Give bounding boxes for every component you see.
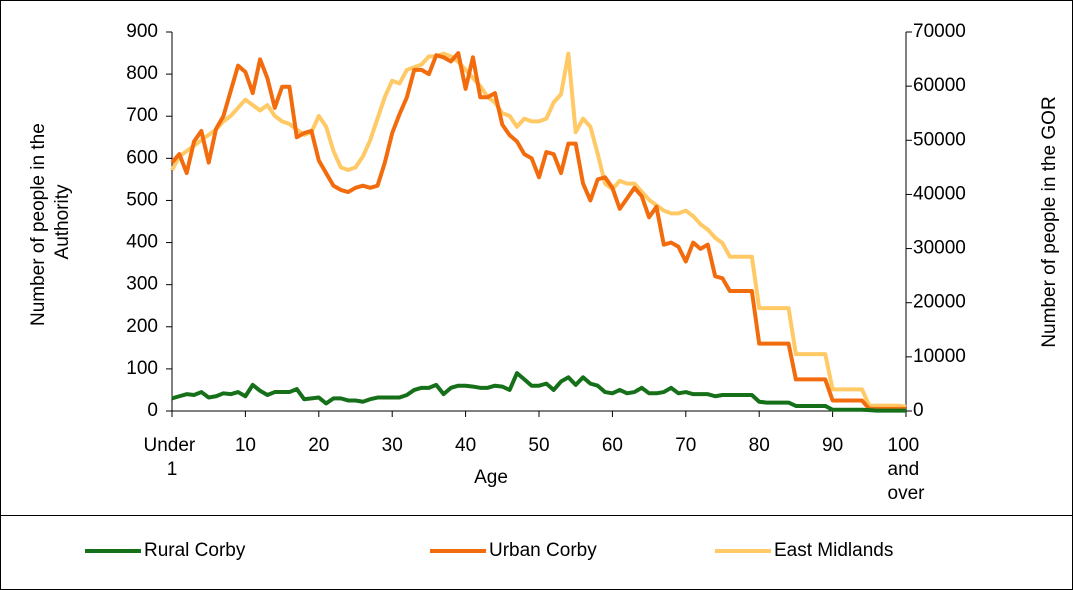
- y-tick-label: 100: [126, 358, 158, 379]
- y-tick-label: 500: [126, 189, 158, 210]
- y-tick-label: 200: [126, 316, 158, 337]
- y2-tick-label: 20000: [913, 292, 966, 313]
- y2-tick-label: 50000: [913, 129, 966, 150]
- x-tick-label: 50: [528, 435, 549, 456]
- y2-tick-label: 10000: [913, 346, 966, 367]
- y2-tick-label: 70000: [913, 21, 966, 42]
- y-axis-title: Number of people in the Authority: [28, 118, 73, 326]
- x-axis-title: Age: [474, 467, 508, 488]
- series-line: [171, 371, 906, 413]
- x-tick-label: 10: [235, 435, 256, 456]
- x-tick-label: 90: [822, 435, 843, 456]
- x-tick-label: 30: [382, 435, 403, 456]
- y-tick-label: 800: [126, 63, 158, 84]
- x-tick-label: 60: [602, 435, 623, 456]
- x-tick-label: 80: [749, 435, 770, 456]
- y-tick-label: 700: [126, 105, 158, 126]
- y2-tick-label: 30000: [913, 238, 966, 259]
- y-tick-label: 600: [126, 147, 158, 168]
- x-tick-label: 100 and over: [888, 435, 926, 504]
- y2-tick-label: 60000: [913, 75, 966, 96]
- y-tick-label: 300: [126, 274, 158, 295]
- legend-label: East Midlands: [774, 540, 893, 561]
- x-tick-label: 40: [455, 435, 476, 456]
- x-tick-label: 20: [308, 435, 329, 456]
- series-line: [170, 51, 906, 411]
- x-tick-label: Under 1: [143, 435, 200, 480]
- y2-axis-title: Number of people in the GOR: [1039, 96, 1060, 347]
- y2-tick-label: 0: [913, 400, 924, 421]
- legend-label: Rural Corby: [144, 540, 246, 561]
- y-tick-label: 400: [126, 232, 158, 253]
- x-tick-label: 70: [675, 435, 696, 456]
- legend-label: Urban Corby: [489, 540, 597, 561]
- y-tick-label: 900: [126, 21, 158, 42]
- y2-tick-label: 40000: [913, 183, 966, 204]
- y-tick-label: 0: [147, 400, 158, 421]
